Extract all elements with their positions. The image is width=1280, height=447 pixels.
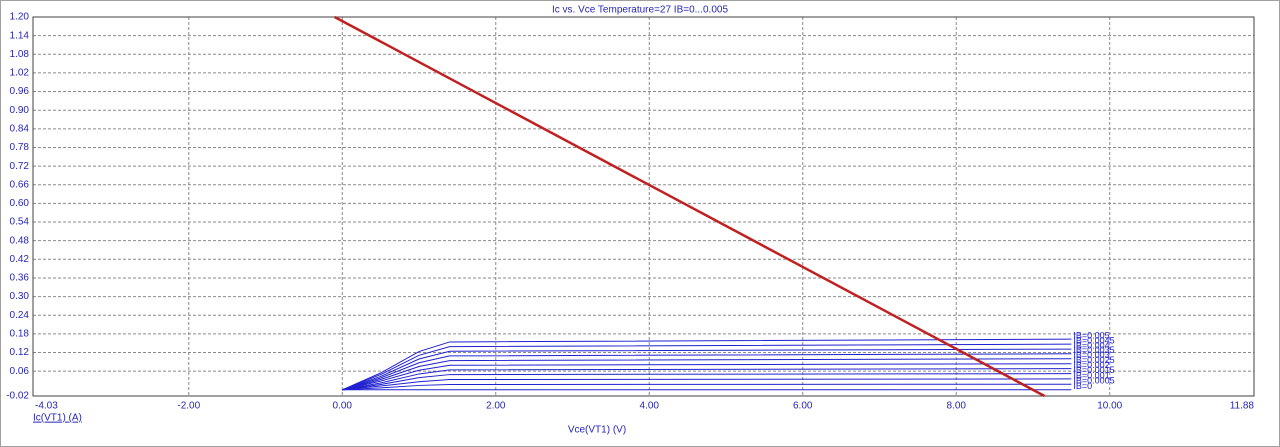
x-tick-label: 6.00: [793, 401, 813, 412]
y-tick-label: 0.90: [10, 105, 30, 116]
curve: [342, 343, 1072, 391]
y-tick-label: 0.24: [10, 310, 30, 321]
curve-label: IB=0.0035: [1073, 345, 1114, 355]
curve: [342, 338, 1072, 391]
x-tick-label: 10.00: [1097, 401, 1122, 412]
curve-label: IB=0: [1073, 381, 1092, 391]
curve: [342, 363, 1072, 391]
curve: [342, 378, 1072, 391]
y-tick-label: 1.02: [10, 68, 30, 79]
curve: [342, 368, 1072, 391]
y-tick-label: 0.48: [10, 235, 30, 246]
x-tick-label: 4.00: [640, 401, 660, 412]
y-tick-label: 0.60: [10, 198, 30, 209]
y-tick-label: 0.12: [10, 347, 30, 358]
curve: [342, 358, 1072, 391]
y-tick-label: 0.72: [10, 161, 30, 172]
y-tick-label: -0.02: [6, 391, 29, 402]
y-tick-label: 0.84: [10, 123, 30, 134]
curve: [342, 383, 1072, 391]
curve: [342, 373, 1072, 391]
y-tick-label: 1.08: [10, 49, 30, 60]
chart-title: Ic vs. Vce Temperature=27 IB=0...0.005: [552, 5, 728, 16]
x-tick-label: 0.00: [333, 401, 353, 412]
curve-label: IB=0.0005: [1073, 376, 1114, 386]
curve: [342, 348, 1072, 391]
y-tick-label: 1.14: [10, 30, 30, 41]
curve-label: IB=0.005: [1073, 331, 1109, 341]
y-axis-label: Ic(VT1) (A): [33, 413, 82, 424]
curve-label: IB=0.002: [1073, 360, 1109, 370]
y-tick-label: 0.78: [10, 142, 30, 153]
x-tick-label: 8.00: [946, 401, 966, 412]
y-tick-label: 0.66: [10, 179, 30, 190]
y-tick-label: 0.54: [10, 217, 30, 228]
x-tick-label: 2.00: [486, 401, 506, 412]
x-axis-label: Vce(VT1) (V): [568, 425, 626, 436]
curve: [342, 353, 1072, 391]
x-tick-label: -4.03: [35, 401, 58, 412]
y-tick-label: 1.20: [10, 12, 30, 23]
y-tick-label: 0.30: [10, 291, 30, 302]
curve-label: IB=0.0045: [1073, 335, 1114, 345]
curve-label: IB=0.0025: [1073, 355, 1114, 365]
y-tick-label: 0.42: [10, 254, 30, 265]
y-tick-label: 0.36: [10, 273, 30, 284]
curve-label: IB=0.001: [1073, 370, 1109, 380]
y-tick-label: 0.18: [10, 329, 30, 340]
curve-label: IB=0.003: [1073, 350, 1109, 360]
x-tick-label: -2.00: [177, 401, 200, 412]
plot-border: [32, 16, 1255, 397]
y-tick-label: 0.06: [10, 366, 30, 377]
y-tick-label: 0.96: [10, 86, 30, 97]
x-tick-label: 11.88: [1230, 401, 1255, 412]
curve-label: IB=0.0015: [1073, 365, 1114, 375]
curve-label: IB=0.004: [1073, 340, 1109, 350]
load-line: [334, 15, 1046, 398]
